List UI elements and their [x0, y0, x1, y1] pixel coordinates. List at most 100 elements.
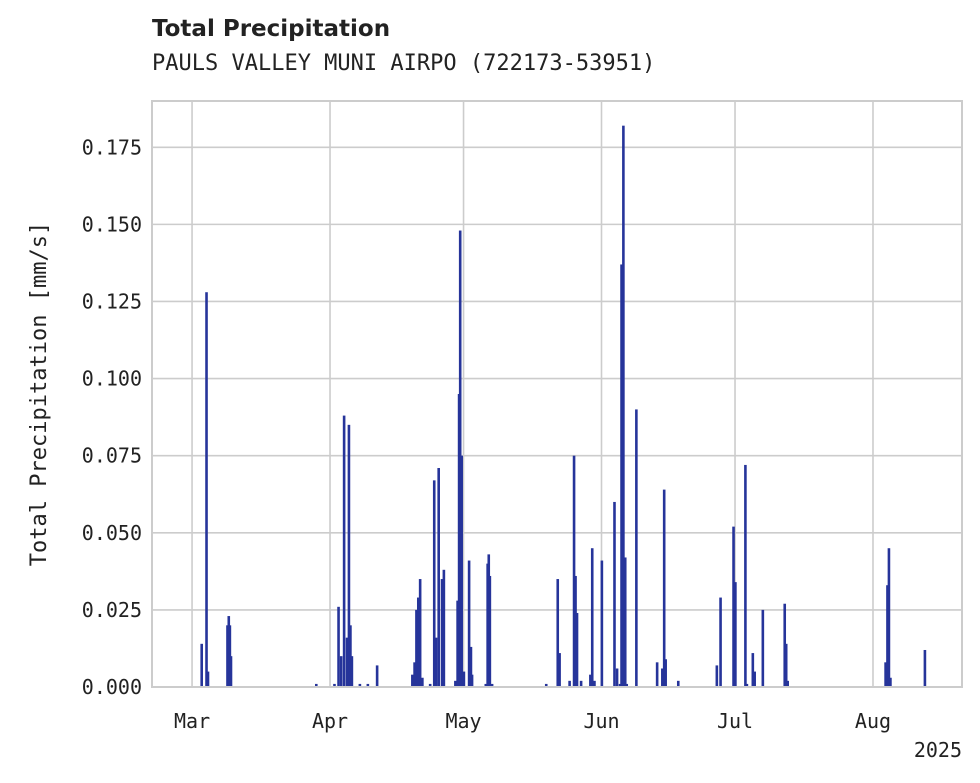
precipitation-bar: [761, 609, 765, 687]
precipitation-bar: [205, 292, 208, 687]
precipitation-bar: [469, 646, 473, 687]
grid-lines: [152, 101, 962, 688]
precipitation-bar: [358, 683, 362, 687]
precipitation-bar: [544, 683, 548, 687]
x-tick-label: Mar: [174, 709, 210, 733]
x-tick-label: Apr: [312, 709, 348, 733]
precipitation-bar: [664, 659, 667, 687]
precipitation-bar: [784, 643, 788, 687]
precipitation-bar: [715, 665, 719, 687]
y-axis-ticks: 0.000 0.025 0.050 0.075 0.100 0.125 0.150 0.175: [82, 135, 142, 699]
precipitation-bar: [662, 489, 666, 687]
precipitation-bar: [337, 606, 340, 687]
precipitation-bar: [454, 680, 457, 687]
precipitation-bar: [620, 264, 623, 687]
precipitation-bar: [558, 653, 561, 687]
precipitation-bar: [467, 560, 471, 687]
precipitation-bar: [887, 548, 891, 687]
precipitation-bar: [416, 597, 420, 687]
precipitation-bar: [661, 668, 664, 687]
y-tick-label: 0.100: [82, 367, 142, 391]
precipitation-bar: [456, 600, 459, 687]
y-tick-label: 0.175: [82, 135, 142, 159]
precipitation-bar: [589, 674, 592, 687]
precipitation-bar: [745, 683, 749, 687]
precipitation-bar: [442, 569, 446, 687]
y-tick-label: 0.000: [82, 675, 142, 699]
chart-title: Total Precipitation: [152, 16, 391, 42]
precipitation-bar: [206, 671, 210, 687]
precipitation-bar: [415, 609, 418, 687]
precipitation-bar: [923, 649, 927, 687]
precipitation-bar: [572, 455, 576, 687]
precipitation-bar: [432, 480, 436, 687]
precipitation-bar: [655, 662, 659, 687]
precipitation-bar: [635, 409, 638, 687]
precipitation-bar: [783, 603, 787, 687]
precipitation-bar: [418, 579, 422, 687]
precipitation-bar: [375, 665, 379, 687]
precipitation-bar: [719, 597, 722, 687]
precipitation-bar: [574, 575, 577, 687]
precipitation-bar: [623, 557, 627, 687]
precipitation-bar: [462, 671, 466, 687]
precipitation-bar: [458, 230, 462, 687]
precipitation-bar: [889, 677, 892, 687]
precipitation-bar: [413, 662, 416, 687]
y-axis-label: Total Precipitation [mm/s]: [27, 222, 52, 566]
precipitation-bar: [753, 671, 756, 687]
precipitation-bar: [568, 680, 571, 687]
precipitation-bar: [470, 674, 474, 687]
precipitation-bar: [556, 579, 560, 687]
precipitation-bar: [333, 683, 336, 687]
precipitation-bar: [488, 575, 492, 687]
y-tick-label: 0.025: [82, 598, 142, 622]
precipitation-bar: [734, 582, 737, 687]
x-tick-label: Aug: [855, 709, 891, 733]
y-tick-label: 0.050: [82, 521, 142, 545]
precipitation-bar: [229, 656, 233, 687]
precipitation-bar: [342, 415, 346, 687]
precipitation-bar: [615, 668, 619, 687]
precipitation-bar: [593, 680, 596, 687]
precipitation-bar: [434, 637, 438, 687]
precipitation-bar: [411, 674, 414, 687]
precipitation-bar: [345, 637, 349, 687]
precipitation-bar: [590, 548, 594, 687]
precipitation-bar: [440, 579, 444, 687]
precipitation-bar: [200, 643, 203, 687]
precipitation-bar: [744, 464, 747, 687]
precipitation-bar: [350, 656, 354, 687]
plot-frame: [151, 100, 963, 688]
precipitation-bar: [884, 662, 887, 687]
chart-subtitle: PAULS VALLEY MUNI AIRPO (722173-53951): [152, 51, 656, 76]
precipitation-bar: [676, 680, 680, 687]
precipitation-bar: [460, 455, 463, 687]
precipitation-bar: [347, 424, 351, 687]
y-tick-label: 0.075: [82, 444, 142, 468]
precipitation-bar: [786, 680, 789, 687]
precipitation-bar: [613, 501, 616, 687]
precipitation-bar: [575, 612, 579, 687]
precipitation-bar: [437, 468, 440, 687]
precipitation-bar: [421, 677, 424, 687]
y-tick-label: 0.125: [82, 289, 142, 313]
precipitation-bar: [339, 656, 343, 687]
precipitation-bar: [751, 653, 755, 687]
precipitation-bar: [618, 683, 622, 687]
precipitation-bars: [200, 125, 927, 687]
precipitation-bar: [886, 585, 889, 687]
precipitation-bar: [428, 683, 432, 687]
precipitation-bar: [600, 560, 604, 687]
precipitation-bar: [622, 125, 625, 687]
x-axis-year-label: 2025: [914, 738, 962, 762]
precipitation-bar: [484, 683, 488, 687]
precipitation-bar: [366, 683, 370, 687]
x-axis-ticks: Mar Apr May Jun Jul Aug: [174, 709, 891, 733]
x-tick-label: Jul: [717, 709, 753, 733]
precipitation-bar: [349, 625, 352, 687]
precipitation-bar: [579, 680, 583, 687]
x-tick-label: Jun: [583, 709, 619, 733]
precipitation-bar: [490, 683, 494, 687]
